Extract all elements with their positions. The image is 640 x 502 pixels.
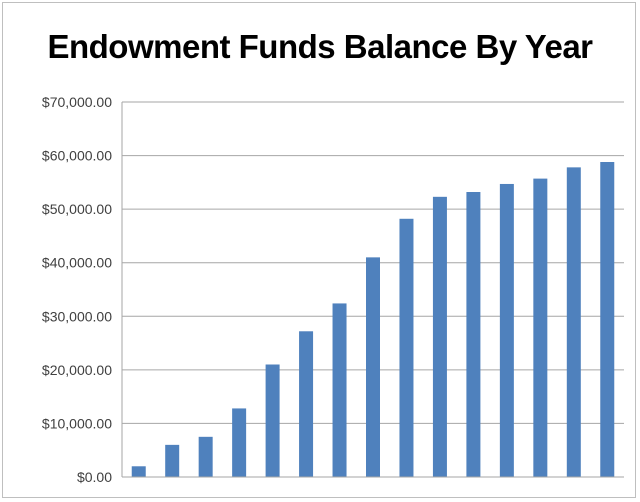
bar xyxy=(366,257,380,477)
bar xyxy=(131,466,146,477)
bar xyxy=(265,364,280,477)
y-tick-label: $50,000.00 xyxy=(42,201,112,217)
bar xyxy=(332,303,347,477)
bar xyxy=(533,178,548,477)
y-tick-label: $0.00 xyxy=(77,469,112,485)
y-tick-label: $10,000.00 xyxy=(42,415,112,431)
bar xyxy=(600,162,615,477)
bar xyxy=(399,218,414,478)
bar xyxy=(566,167,581,477)
y-tick-label: $70,000.00 xyxy=(42,94,112,110)
bar xyxy=(499,183,514,477)
chart-title: Endowment Funds Balance By Year xyxy=(47,28,593,65)
y-tick-label: $40,000.00 xyxy=(42,255,112,271)
chart-frame xyxy=(2,2,636,498)
y-tick-label: $60,000.00 xyxy=(42,148,112,164)
bar xyxy=(165,444,180,477)
bar xyxy=(432,196,447,478)
y-tick-label: $20,000.00 xyxy=(42,362,112,378)
bar xyxy=(466,192,481,477)
y-tick-label: $30,000.00 xyxy=(42,308,112,324)
bar xyxy=(232,408,247,477)
bar xyxy=(198,436,213,477)
bar xyxy=(299,331,314,477)
